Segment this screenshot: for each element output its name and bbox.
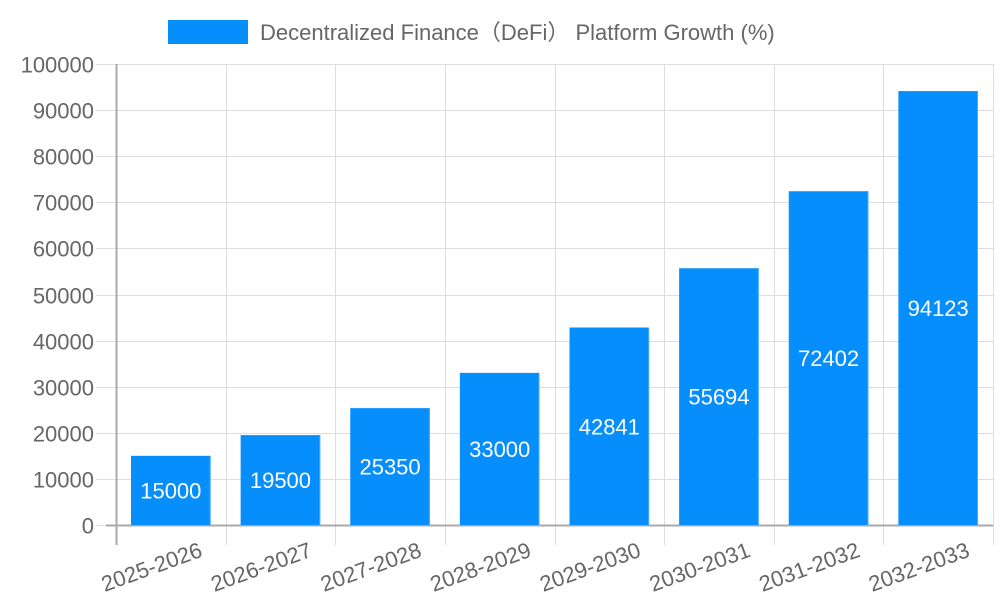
y-tick-label: 40000 xyxy=(33,330,94,355)
bar-value-label: 25350 xyxy=(359,455,420,480)
y-tick-label: 80000 xyxy=(33,145,94,170)
bar-value-label: 42841 xyxy=(579,414,640,439)
y-tick-label: 30000 xyxy=(33,376,94,401)
bar[interactable] xyxy=(679,268,759,525)
bar-value-label: 15000 xyxy=(140,478,201,503)
bars-series: 15000 19500 25350 33000 42841 55694 72402 94123 xyxy=(131,91,978,526)
y-tick-label: 0 xyxy=(82,514,94,539)
y-tick-label: 90000 xyxy=(33,99,94,124)
chart-legend[interactable]: Decentralized Finance（DeFi） Platform Gro… xyxy=(168,20,775,45)
x-tick-label: 2030-2031 xyxy=(646,537,753,596)
legend-swatch xyxy=(168,20,248,44)
legend-label: Decentralized Finance（DeFi） Platform Gro… xyxy=(260,20,775,45)
x-tick-label: 2025-2026 xyxy=(98,537,205,596)
bar[interactable] xyxy=(569,327,650,525)
y-tick-label: 70000 xyxy=(33,191,94,216)
y-tick-label: 100000 xyxy=(21,53,94,78)
grid-lines xyxy=(96,64,994,545)
bar[interactable] xyxy=(898,91,978,526)
bar[interactable] xyxy=(350,408,430,525)
y-tick-label: 20000 xyxy=(33,422,94,447)
bar[interactable] xyxy=(131,455,211,525)
x-axis: 2025-2026 2026-2027 2027-2028 2028-2029 2029… xyxy=(98,524,993,597)
x-tick-label: 2032-2033 xyxy=(865,537,972,596)
bar-value-label: 72402 xyxy=(798,346,859,371)
bar[interactable] xyxy=(240,435,321,525)
bar[interactable] xyxy=(788,191,869,525)
y-tick-label: 60000 xyxy=(33,237,94,262)
bar-value-label: 55694 xyxy=(688,385,749,410)
bar-value-label: 19500 xyxy=(250,468,311,493)
x-tick-label: 2026-2027 xyxy=(208,537,315,596)
x-tick-label: 2027-2028 xyxy=(317,537,424,596)
y-axis: 0 10000 20000 30000 40000 50000 60000 70000 8000… xyxy=(21,53,94,539)
x-tick-label: 2029-2030 xyxy=(536,537,643,596)
bar-value-label: 33000 xyxy=(469,437,530,462)
y-tick-label: 50000 xyxy=(33,284,94,309)
x-tick-label: 2031-2032 xyxy=(756,537,863,596)
x-tick-label: 2028-2029 xyxy=(427,537,534,596)
bar-value-label: 94123 xyxy=(908,296,969,321)
bar[interactable] xyxy=(459,372,540,525)
y-tick-label: 10000 xyxy=(33,468,94,493)
